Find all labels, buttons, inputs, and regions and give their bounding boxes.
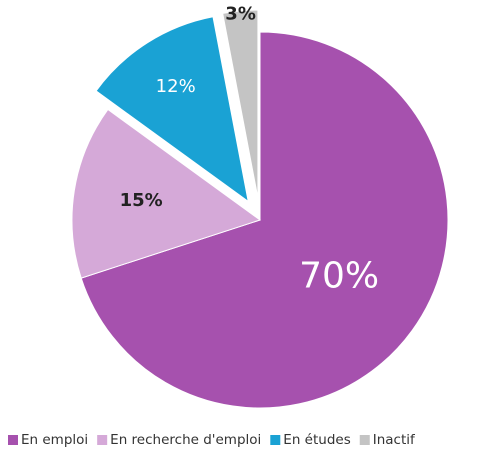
legend-label: En études: [283, 432, 350, 448]
legend-swatch: [8, 435, 18, 445]
legend-swatch: [270, 435, 281, 445]
legend-swatch: [359, 435, 370, 445]
data-label: 70%: [299, 255, 379, 296]
legend-label: En emploi: [21, 432, 88, 448]
legend-label: Inactif: [373, 432, 416, 448]
legend-swatch: [97, 435, 108, 445]
data-label: 3%: [225, 4, 256, 25]
pie-slice: [95, 16, 249, 203]
pie-slice: [80, 31, 449, 409]
pie-slice: [222, 9, 259, 199]
data-label: 12%: [156, 76, 196, 97]
data-label: 15%: [120, 190, 163, 211]
pie-slice: [71, 108, 262, 279]
legend-label: En recherche d'emploi: [110, 432, 261, 448]
